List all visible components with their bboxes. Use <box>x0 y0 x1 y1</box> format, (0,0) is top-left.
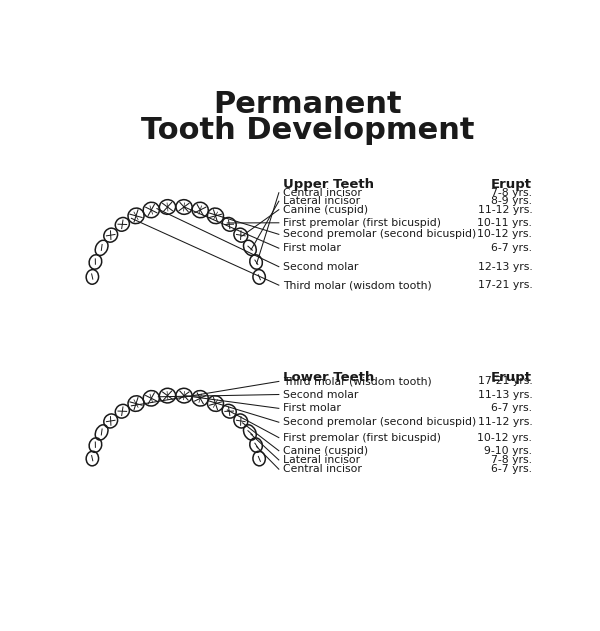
Text: Second molar: Second molar <box>283 262 358 272</box>
Text: 6-7 yrs.: 6-7 yrs. <box>491 403 532 413</box>
Text: 17-21 yrs.: 17-21 yrs. <box>478 377 532 386</box>
Text: Tooth Development: Tooth Development <box>141 115 474 144</box>
Text: Second molar: Second molar <box>283 389 358 399</box>
Text: 7-8 yrs.: 7-8 yrs. <box>491 455 532 465</box>
Text: First molar: First molar <box>283 243 341 253</box>
Text: Upper Teeth: Upper Teeth <box>283 178 374 191</box>
Text: Lateral incisor: Lateral incisor <box>283 455 360 465</box>
Text: Canine (cuspid): Canine (cuspid) <box>283 445 368 456</box>
Text: Third molar (wisdom tooth): Third molar (wisdom tooth) <box>283 280 431 290</box>
Text: First premolar (first bicuspid): First premolar (first bicuspid) <box>283 433 441 442</box>
Text: 10-12 yrs.: 10-12 yrs. <box>478 229 532 239</box>
Text: Second premolar (second bicuspid): Second premolar (second bicuspid) <box>283 229 476 239</box>
Text: Lower Teeth: Lower Teeth <box>283 370 374 384</box>
Text: First premolar (first bicuspid): First premolar (first bicuspid) <box>283 218 441 228</box>
Text: Permanent: Permanent <box>213 90 402 119</box>
Text: Central incisor: Central incisor <box>283 188 362 198</box>
Text: 6-7 yrs.: 6-7 yrs. <box>491 243 532 253</box>
Text: 9-10 yrs.: 9-10 yrs. <box>484 445 532 456</box>
Text: 12-13 yrs.: 12-13 yrs. <box>478 262 532 272</box>
Text: Third molar (wisdom tooth): Third molar (wisdom tooth) <box>283 377 431 386</box>
Text: 17-21 yrs.: 17-21 yrs. <box>478 280 532 290</box>
Text: 10-11 yrs.: 10-11 yrs. <box>478 218 532 228</box>
Text: Erupt: Erupt <box>491 178 532 191</box>
Text: Erupt: Erupt <box>491 370 532 384</box>
Text: 11-13 yrs.: 11-13 yrs. <box>478 389 532 399</box>
Text: Second premolar (second bicuspid): Second premolar (second bicuspid) <box>283 417 476 427</box>
Text: Canine (cuspid): Canine (cuspid) <box>283 204 368 215</box>
Text: 6-7 yrs.: 6-7 yrs. <box>491 464 532 474</box>
Text: 8-9 yrs.: 8-9 yrs. <box>491 196 532 206</box>
Text: 7-8 yrs.: 7-8 yrs. <box>491 188 532 198</box>
Text: 11-12 yrs.: 11-12 yrs. <box>478 417 532 427</box>
Text: Lateral incisor: Lateral incisor <box>283 196 360 206</box>
Text: Central incisor: Central incisor <box>283 464 362 474</box>
Text: First molar: First molar <box>283 403 341 413</box>
Text: 11-12 yrs.: 11-12 yrs. <box>478 204 532 215</box>
Text: 10-12 yrs.: 10-12 yrs. <box>478 433 532 442</box>
